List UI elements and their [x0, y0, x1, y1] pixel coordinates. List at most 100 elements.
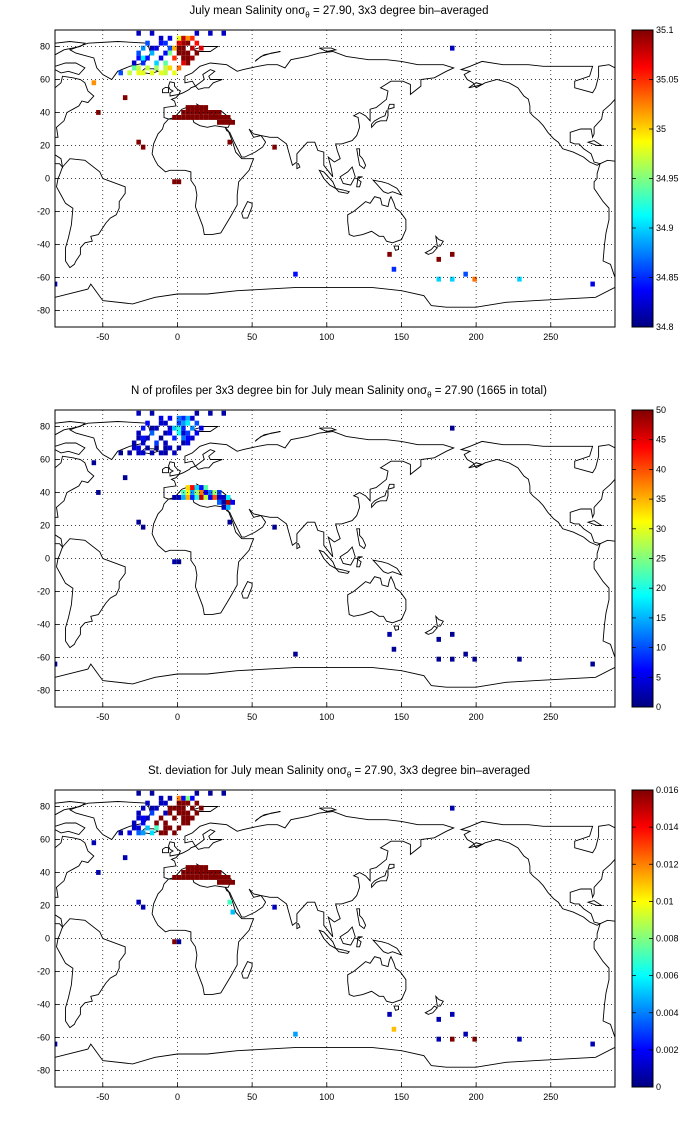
bin-cell — [208, 870, 213, 875]
bin-cell — [149, 810, 155, 816]
colorbar-tick-label: 15 — [656, 613, 666, 623]
bin-cell — [212, 110, 217, 115]
bin-cell — [190, 110, 195, 115]
bin-cell — [167, 805, 173, 811]
bin-cell — [190, 485, 195, 490]
bin-cell — [163, 430, 168, 436]
coastline — [55, 62, 86, 76]
bin-cell — [91, 80, 97, 86]
bin-cell — [194, 110, 200, 115]
bin-cell — [140, 830, 146, 836]
coastline — [241, 201, 253, 219]
bin-cell — [199, 865, 204, 870]
coastline — [151, 877, 255, 996]
coastline — [296, 923, 301, 930]
bin-cell — [176, 35, 182, 41]
x-tick-label: 100 — [319, 1092, 334, 1102]
y-tick-label: 0 — [45, 934, 50, 944]
bin-cell — [185, 55, 191, 61]
bin-cell — [190, 795, 195, 801]
bin-cell — [194, 115, 200, 120]
bin-cell — [185, 50, 191, 56]
bin-cell — [55, 1041, 58, 1047]
bin-cell — [154, 805, 159, 811]
bin-cell — [185, 35, 191, 41]
bin-cell — [185, 435, 191, 441]
colorbar-tick-label: 30 — [656, 524, 666, 534]
coastline — [162, 466, 169, 474]
bin-cell — [96, 870, 101, 875]
bin-cell — [176, 45, 182, 51]
bin-cell — [149, 805, 155, 811]
bin-cell — [194, 420, 200, 426]
bin-cell — [140, 55, 146, 61]
bin-cell — [131, 60, 137, 66]
coastline — [151, 497, 255, 616]
bin-cell — [172, 450, 177, 456]
bin-cell — [199, 870, 204, 875]
bin-cell — [194, 875, 200, 880]
coastline-layer — [55, 801, 615, 1087]
bin-cell — [436, 256, 441, 262]
bin-cell — [181, 440, 186, 446]
bin-cell — [181, 875, 186, 880]
grid — [55, 30, 615, 327]
bin-cell — [194, 865, 200, 870]
coastline — [339, 546, 356, 566]
bin-cell — [145, 55, 150, 61]
bin-cell — [136, 450, 141, 456]
bin-cell — [140, 425, 146, 431]
bin-cell — [185, 485, 191, 490]
x-tick-label: 150 — [394, 1092, 409, 1102]
bin-cell — [221, 504, 226, 510]
coastline — [68, 801, 152, 841]
bin-cell — [185, 820, 191, 826]
colorbar-tick-label: 5 — [656, 672, 661, 682]
bin-cell — [203, 865, 209, 870]
coastline — [163, 51, 455, 178]
std-deviation-map: -50 0 50 100 150 200 250806040200-20-40-60-800… — [37, 785, 679, 1102]
coastline — [55, 801, 87, 816]
bin-cell — [167, 445, 173, 451]
bin-cell — [194, 40, 200, 46]
colorbar-tick-label: 25 — [656, 554, 666, 564]
bin-cell — [517, 276, 522, 282]
colorbar-tick-label: 0.004 — [656, 1008, 679, 1018]
bin-cell — [450, 631, 455, 637]
bin-cell — [136, 519, 141, 525]
colorbar-tick-label: 20 — [656, 583, 666, 593]
bin-cell — [230, 909, 235, 915]
bin-cell — [199, 495, 204, 500]
bin-cell — [172, 815, 177, 821]
bin-cell — [181, 415, 186, 421]
bin-cell — [145, 445, 150, 451]
bin-cell — [163, 825, 168, 831]
bin-cell — [450, 1036, 455, 1042]
bin-cell — [272, 904, 277, 910]
profile-count-title: N of profiles per 3x3 degree bin for Jul… — [131, 385, 547, 400]
bin-cell — [208, 495, 213, 500]
coastline — [55, 1043, 615, 1087]
bin-cell — [203, 105, 209, 110]
bin-cell — [212, 115, 217, 120]
bin-cell — [136, 430, 141, 436]
bin-cell — [185, 115, 191, 120]
y-tick-label: -80 — [37, 686, 50, 696]
bin-cell — [163, 50, 168, 56]
bin-cell — [190, 495, 195, 500]
bin-cell — [158, 70, 164, 76]
coastline — [55, 455, 95, 549]
bin-cell — [199, 105, 204, 110]
profile-count-panel: N of profiles per 3x3 degree bin for Jul… — [0, 380, 696, 760]
bin-cell — [194, 430, 200, 436]
colorbar-tick-label: 0.012 — [656, 859, 679, 869]
coastline — [151, 117, 255, 236]
coastline — [296, 543, 301, 550]
coastline — [339, 926, 356, 946]
x-tick-label: 100 — [319, 712, 334, 722]
coastline — [55, 421, 87, 436]
colorbar-tick-label: 0.016 — [656, 785, 679, 795]
coastline — [254, 431, 281, 442]
coastline — [435, 234, 444, 247]
bin-cell — [149, 45, 155, 51]
